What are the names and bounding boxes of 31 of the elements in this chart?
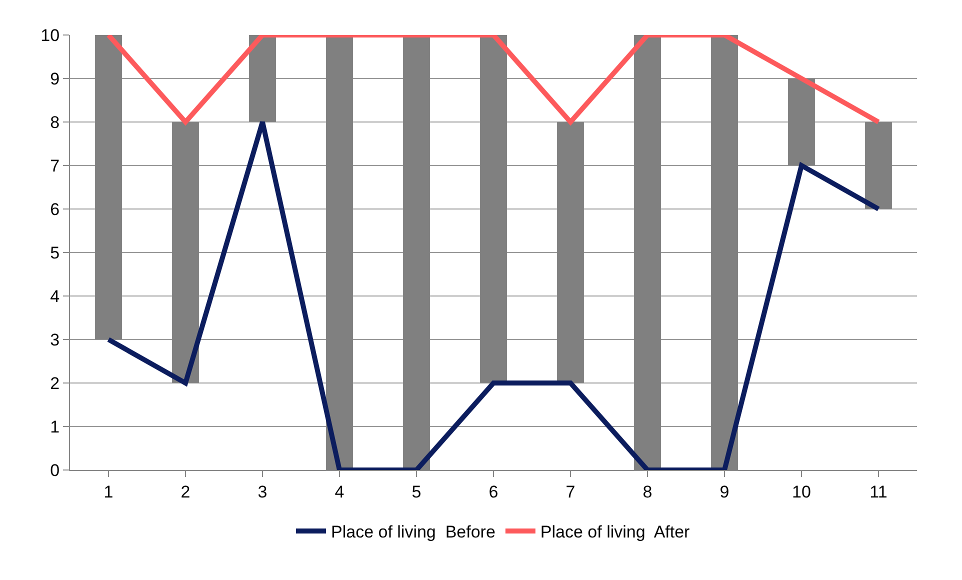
x-tick-label: 11: [870, 482, 888, 502]
y-tick-label: 0: [50, 460, 60, 480]
bar: [95, 35, 122, 340]
y-tick-label: 1: [50, 417, 60, 436]
bar: [557, 122, 584, 383]
bar: [865, 122, 892, 209]
y-tick-label: 6: [50, 200, 60, 219]
y-tick-label: 10: [40, 26, 60, 45]
x-tick-label: 1: [104, 482, 114, 502]
legend-label: Place of living Before: [331, 522, 496, 542]
x-tick-label: 3: [258, 482, 268, 502]
legend-label: Place of living After: [540, 522, 690, 542]
x-tick-label: 4: [334, 482, 344, 502]
bar: [480, 35, 507, 383]
bar: [249, 35, 276, 122]
y-tick-label: 2: [50, 374, 60, 393]
x-tick-label: 7: [566, 482, 576, 502]
x-tick-label: 10: [792, 482, 811, 502]
bar: [172, 122, 199, 383]
y-tick-label: 9: [50, 69, 60, 88]
x-tick-label: 6: [488, 482, 498, 502]
x-tick-label: 8: [642, 482, 652, 502]
y-tick-label: 7: [50, 156, 60, 176]
x-tick-label: 2: [180, 482, 190, 502]
y-tick-label: 5: [50, 243, 60, 262]
y-tick-label: 8: [50, 112, 60, 132]
y-tick-label: 3: [50, 330, 60, 350]
bar: [788, 78, 815, 166]
y-tick-label: 4: [50, 286, 60, 306]
x-tick-label: 9: [720, 482, 730, 502]
x-tick-label: 5: [412, 482, 422, 502]
